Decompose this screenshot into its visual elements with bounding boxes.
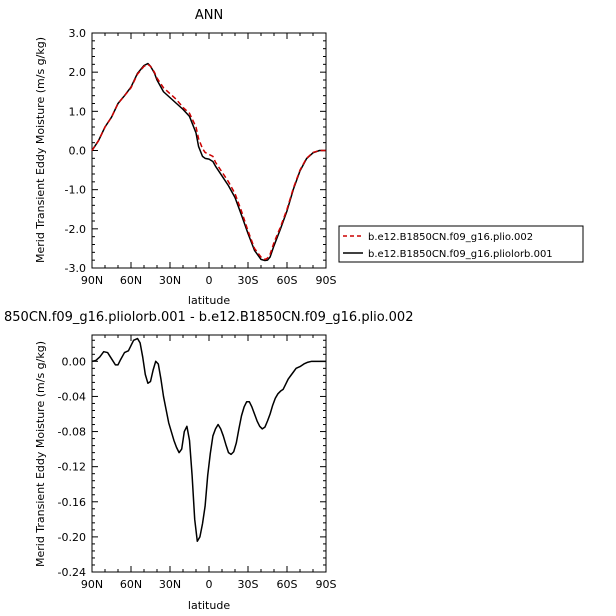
bottom-y-tick-label: -0.24: [58, 566, 86, 579]
top-x-tick-label: 30N: [159, 274, 181, 287]
top-x-tick-label: 90S: [316, 274, 337, 287]
bottom-chart-title: 850CN.f09_g16.pliolorb.001 - b.e12.B1850…: [4, 310, 413, 325]
top-y-tick-label: 1.0: [69, 105, 87, 118]
bottom-y-tick-label: -0.08: [58, 426, 86, 439]
bottom-y-tick-label: -0.16: [58, 496, 86, 509]
top-y-tick-label: -1.0: [65, 184, 86, 197]
bottom-x-tick-label: 60S: [277, 578, 298, 591]
bottom-y-axis-label: Merid Transient Eddy Moisture (m/s g/kg): [34, 341, 47, 567]
top-x-tick-label: 30S: [238, 274, 259, 287]
bottom-series-line-1: [91, 337, 326, 543]
bottom-y-tick-label: -0.20: [58, 531, 86, 544]
bottom-y-tick-label: -0.12: [58, 461, 86, 474]
bottom-x-tick-label: 30S: [238, 578, 259, 591]
bottom-y-tick-label: -0.04: [58, 390, 86, 403]
bottom-plot-frame: [91, 334, 327, 573]
bottom-x-tick-label: 0: [206, 578, 213, 591]
top-x-tick-label: 60S: [277, 274, 298, 287]
bottom-x-tick-label: 30N: [159, 578, 181, 591]
top-chart-title: ANN: [195, 8, 223, 23]
top-series-line-2: [91, 63, 326, 261]
bottom-x-tick-label: 60N: [120, 578, 142, 591]
top-plot-frame: [91, 32, 327, 269]
top-y-tick-label: 2.0: [69, 66, 87, 79]
top-x-axis-label: latitude: [188, 294, 230, 307]
bottom-x-axis-label: latitude: [188, 599, 230, 612]
bottom-x-tick-label: 90N: [81, 578, 103, 591]
legend-label-plio: b.e12.B1850CN.f09_g16.plio.002: [368, 232, 533, 243]
legend-label-pliolorb: b.e12.B1850CN.f09_g16.pliolorb.001: [368, 249, 553, 260]
legend-box: [338, 225, 584, 263]
bottom-panel: 850CN.f09_g16.pliolorb.001 - b.e12.B1850…: [4, 310, 413, 612]
legend: b.e12.B1850CN.f09_g16.plio.002 b.e12.B18…: [338, 225, 584, 263]
top-y-tick-label: -2.0: [65, 223, 86, 236]
top-x-tick-label: 0: [206, 274, 213, 287]
top-y-tick-label: 0.0: [69, 145, 87, 158]
top-y-tick-label: 3.0: [69, 27, 87, 40]
top-x-tick-label: 90N: [81, 274, 103, 287]
top-y-tick-label: -3.0: [65, 262, 86, 275]
top-panel: ANN 90N 60N 30N 0 30S 60S 90S -3.0 -2.0 -1.0 0.0 1.…: [34, 8, 337, 307]
bottom-x-tick-label: 90S: [316, 578, 337, 591]
top-x-tick-label: 60N: [120, 274, 142, 287]
bottom-y-tick-label: 0.00: [62, 355, 87, 368]
top-y-axis-label: Merid Transient Eddy Moisture (m/s g/kg): [34, 37, 47, 263]
